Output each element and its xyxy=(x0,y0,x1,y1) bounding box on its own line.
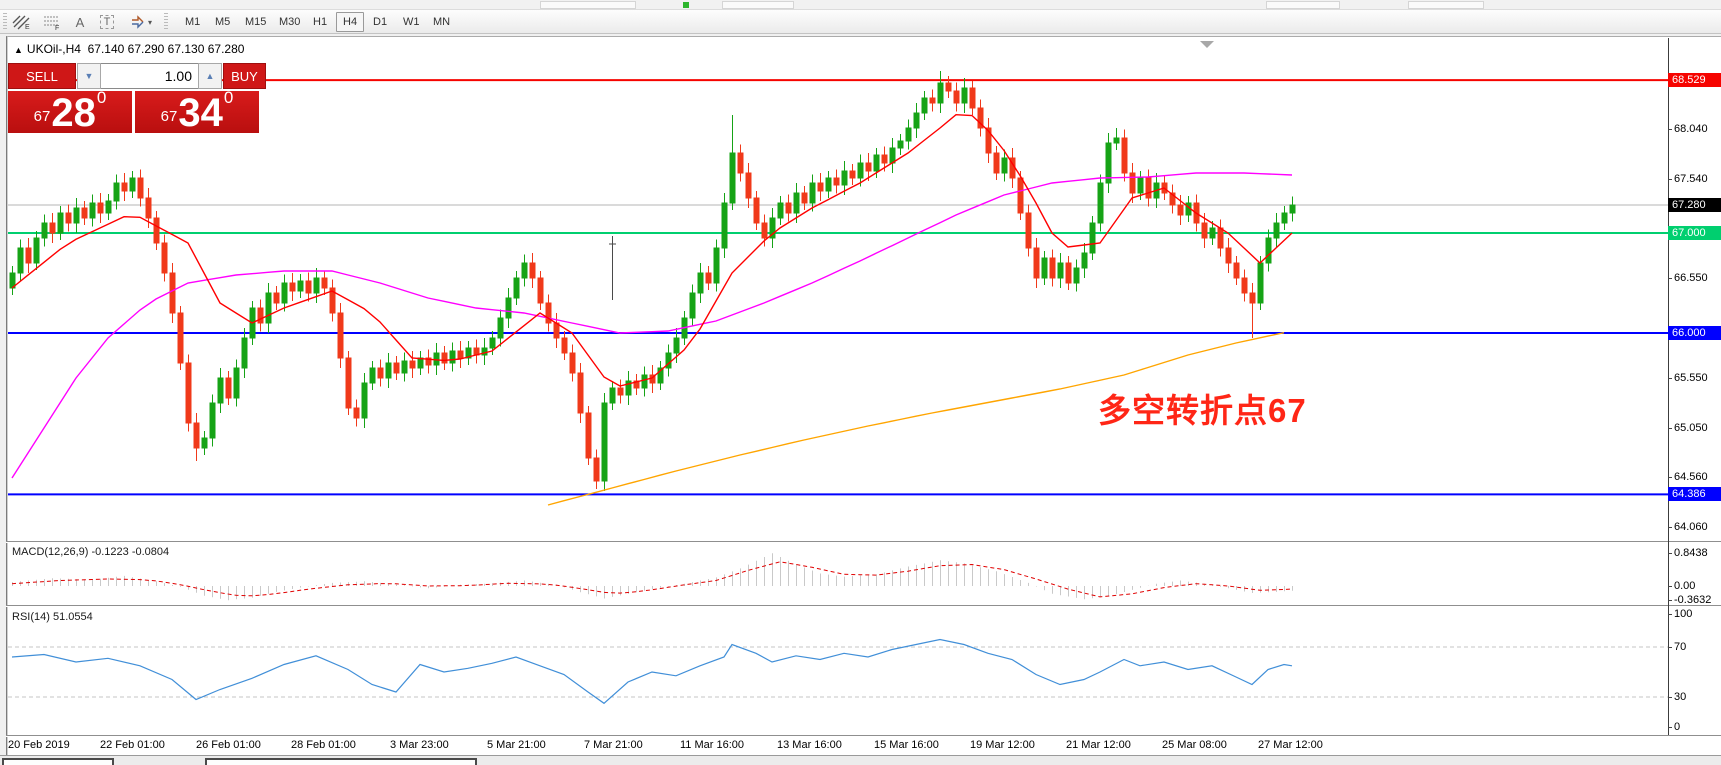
rsi-tick-0: 0 xyxy=(1667,721,1681,733)
rsi-tick-70: 70 xyxy=(1667,641,1687,653)
macd-tick--0.3632: -0.3632 xyxy=(1667,594,1712,607)
collapse-triangle-icon[interactable]: ▲ xyxy=(14,45,23,55)
symbol-period-label: UKOil-,H4 xyxy=(26,42,81,56)
volume-increase-button[interactable]: ▲ xyxy=(198,63,222,89)
ohlc-values: 67.140 67.290 67.130 67.280 xyxy=(87,42,245,56)
time-axis-label: 7 Mar 21:00 xyxy=(584,739,643,751)
bid-price-display[interactable]: 67 28 0 xyxy=(8,88,132,135)
sell-button[interactable]: SELL xyxy=(8,63,76,89)
price-tick-65.050: 65.050 xyxy=(1668,422,1708,434)
main-price-chart xyxy=(8,41,1668,506)
toolbar-grip[interactable] xyxy=(3,13,7,31)
time-axis-label: 27 Mar 12:00 xyxy=(1258,739,1323,751)
buy-button[interactable]: BUY xyxy=(223,63,266,89)
remnant-button xyxy=(722,1,794,9)
timeframe-button-mn[interactable]: MN xyxy=(433,16,451,28)
remnant-button xyxy=(1408,1,1484,9)
text-box-tool-icon[interactable]: T xyxy=(95,12,119,32)
timeframe-button-w1[interactable]: W1 xyxy=(403,16,420,28)
time-axis-label: 20 Feb 2019 xyxy=(8,739,70,751)
bid-big-figure: 67 xyxy=(33,108,51,125)
remnant-button xyxy=(540,1,636,9)
rsi-label: RSI(14) 51.0554 xyxy=(12,611,93,623)
fibonacci-tool-icon[interactable]: F xyxy=(40,12,64,32)
time-axis-label: 22 Feb 01:00 xyxy=(100,739,165,751)
bid-point: 0 xyxy=(96,88,107,107)
volume-decrease-button[interactable]: ▼ xyxy=(77,63,101,89)
price-tick-66.550: 66.550 xyxy=(1668,272,1708,284)
macd-tick-0.8438: 0.8438 xyxy=(1668,547,1708,560)
toolbar-remnant-row xyxy=(0,0,1721,10)
price-tick-67.540: 67.540 xyxy=(1668,173,1708,185)
chart-window xyxy=(6,36,1721,755)
time-axis-label: 26 Feb 01:00 xyxy=(196,739,261,751)
time-axis-label: 21 Mar 12:00 xyxy=(1066,739,1131,751)
time-axis-label: 15 Mar 16:00 xyxy=(874,739,939,751)
bottom-tab-strip xyxy=(0,755,1721,765)
chevron-down-icon: ▾ xyxy=(147,17,152,27)
ask-pips: 34 xyxy=(178,91,223,135)
timeframe-button-h1[interactable]: H1 xyxy=(313,16,328,28)
text-label-glyph: A xyxy=(75,14,85,30)
panel-separator[interactable] xyxy=(6,735,1721,737)
price-level-badge-64.386: 64.386 xyxy=(1668,487,1721,502)
price-tick-64.060: 64.060 xyxy=(1668,521,1708,533)
price-tick-68.040: 68.040 xyxy=(1668,123,1708,135)
svg-text:F: F xyxy=(55,25,59,30)
rsi-indicator-panel xyxy=(8,638,1668,705)
minimized-chart-tab[interactable] xyxy=(2,758,114,765)
price-tick-64.560: 64.560 xyxy=(1668,471,1708,483)
timeframe-button-h4[interactable]: H4 xyxy=(336,12,365,32)
price-level-badge-67.280: 67.280 xyxy=(1668,198,1721,212)
price-level-badge-67.000: 67.000 xyxy=(1668,226,1721,240)
timeframe-button-m15[interactable]: M15 xyxy=(245,16,267,28)
ask-price-display[interactable]: 67 34 0 xyxy=(135,88,259,135)
chart-toolbar: E F A T ▾ M1 M5 M15 M30 H1 H4 D1 W1 MN xyxy=(0,10,1721,34)
ask-big-figure: 67 xyxy=(160,108,178,125)
chinese-annotation-text: 多空转折点67 xyxy=(1098,392,1307,429)
time-axis-label: 25 Mar 08:00 xyxy=(1162,739,1227,751)
text-box-glyph: T xyxy=(99,15,115,29)
bid-pips: 28 xyxy=(51,91,96,135)
status-green-square xyxy=(683,2,689,8)
cursor-style-icon[interactable]: ▾ xyxy=(124,12,158,32)
time-axis-label: 11 Mar 16:00 xyxy=(680,739,745,751)
macd-label: MACD(12,26,9) -0.1223 -0.0804 xyxy=(12,546,170,558)
volume-input[interactable] xyxy=(101,63,198,89)
timeframe-button-d1[interactable]: D1 xyxy=(373,16,388,28)
price-level-badge-66.000: 66.000 xyxy=(1668,326,1721,340)
time-axis-label: 28 Feb 01:00 xyxy=(291,739,356,751)
price-scale-border xyxy=(1668,38,1669,735)
text-label-tool-icon[interactable]: A xyxy=(68,12,92,32)
time-axis-label: 3 Mar 23:00 xyxy=(390,739,449,751)
one-click-trading-panel: SELL ▼ ▲ BUY 67 28 0 67 34 0 xyxy=(8,63,266,133)
timeframe-button-m5[interactable]: M5 xyxy=(215,16,231,28)
macd-indicator-panel xyxy=(11,553,1293,601)
panel-separator[interactable] xyxy=(6,605,1721,607)
equidistant-channel-icon[interactable]: E xyxy=(10,12,34,32)
rsi-tick-100: 100 xyxy=(1667,608,1693,620)
ask-point: 0 xyxy=(223,88,234,107)
timeframe-button-m1[interactable]: M1 xyxy=(185,16,201,28)
panel-separator[interactable] xyxy=(6,541,1721,543)
chart-title: ▲ UKOil-,H4 67.140 67.290 67.130 67.280 xyxy=(14,42,244,56)
minimized-chart-tab[interactable] xyxy=(205,758,477,765)
time-axis-label: 19 Mar 12:00 xyxy=(970,739,1035,751)
price-level-badge-68.529: 68.529 xyxy=(1668,73,1721,88)
timeframe-button-m30[interactable]: M30 xyxy=(279,16,301,28)
time-axis-label: 13 Mar 16:00 xyxy=(777,739,842,751)
toolbar-grip[interactable] xyxy=(164,13,168,31)
price-tick-65.550: 65.550 xyxy=(1668,372,1708,384)
rsi-tick-30: 30 xyxy=(1667,691,1687,703)
macd-tick-0.00: 0.00 xyxy=(1667,580,1696,592)
time-axis-label: 5 Mar 21:00 xyxy=(487,739,546,751)
svg-text:E: E xyxy=(25,24,30,30)
remnant-button xyxy=(1266,1,1340,9)
